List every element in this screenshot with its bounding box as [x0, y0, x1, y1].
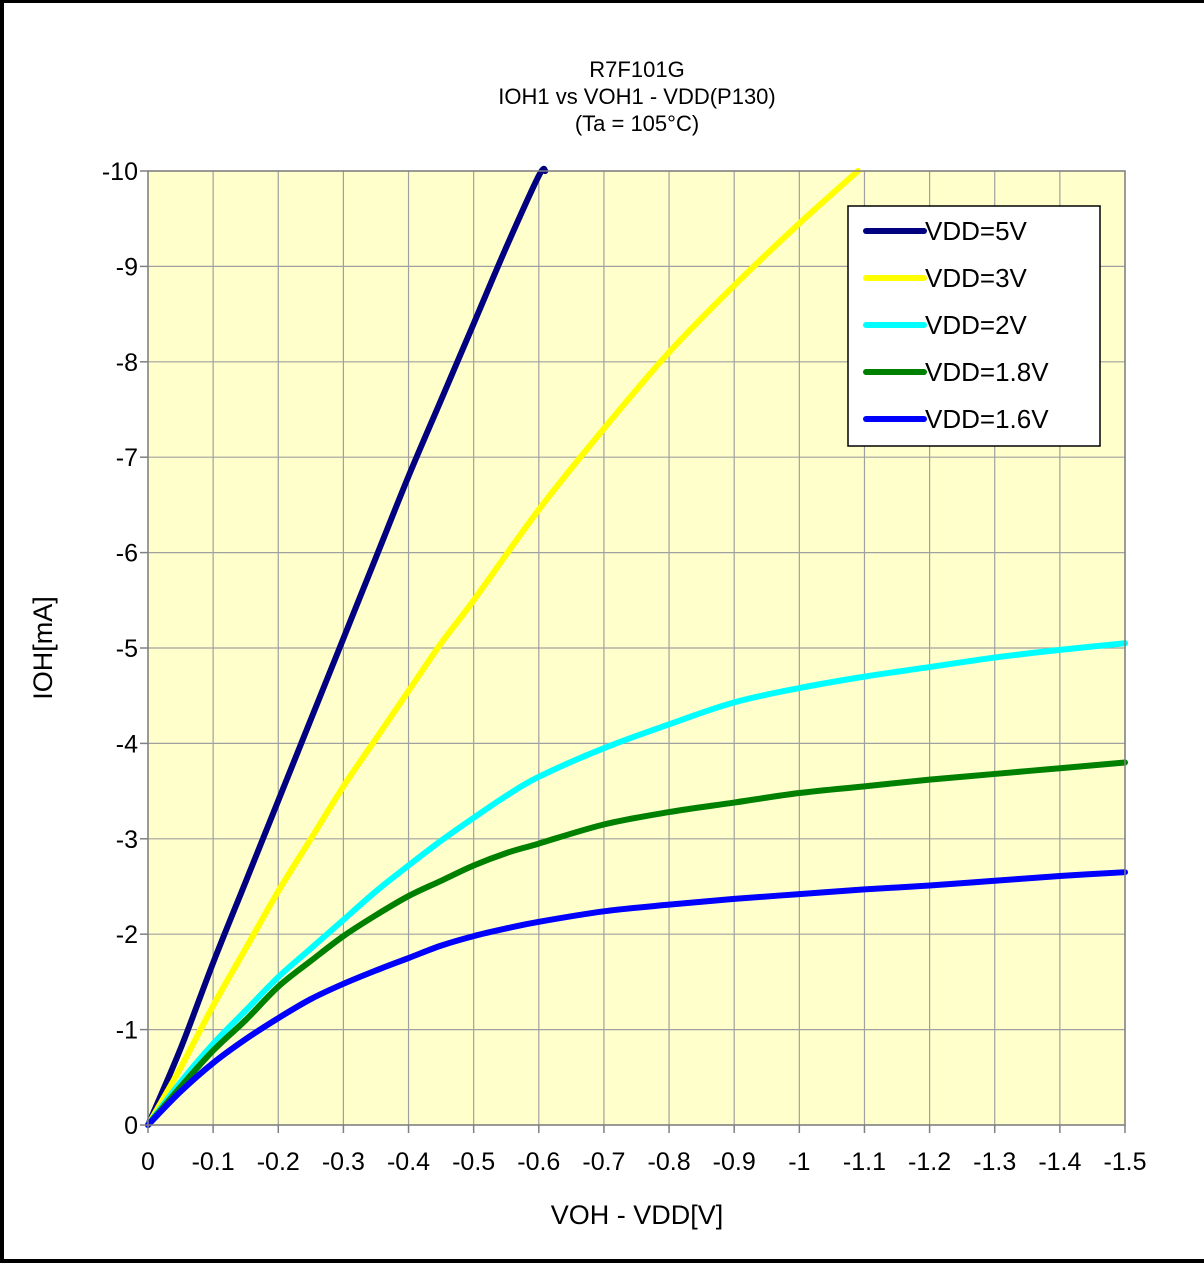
legend-label: VDD=1.8V	[925, 357, 1049, 387]
y-tick-label: -10	[102, 158, 138, 186]
chart-title-line-2: IOH1 vs VOH1 - VDD(P130)	[498, 84, 776, 109]
x-tick-label: 0	[141, 1148, 155, 1176]
x-tick-label: -0.4	[387, 1148, 430, 1176]
series-lines	[145, 165, 1128, 1128]
legend: VDD=5V VDD=3V VDD=2V VDD=1.8V VDD=1.6V	[847, 205, 1101, 447]
x-axis-label: VOH - VDD[V]	[551, 1200, 724, 1230]
x-tick-label: -0.7	[582, 1148, 625, 1176]
x-tick-label: -0.3	[322, 1148, 365, 1176]
x-tick-label: -0.1	[192, 1148, 235, 1176]
series-line-vdd-1-6v	[145, 869, 1128, 1128]
y-tick-label: -5	[116, 635, 138, 663]
y-axis-ticks: 0 -1 -2 -3 -4 -5 -6 -7 -8 -9 -10	[102, 158, 148, 1140]
x-tick-label: -1.4	[1038, 1148, 1081, 1176]
y-tick-label: 0	[124, 1112, 138, 1140]
x-tick-label: -1.2	[908, 1148, 951, 1176]
series-line-vdd-1-8v	[145, 759, 1128, 1128]
legend-label: VDD=2V	[925, 310, 1028, 340]
top-frame-line	[0, 0, 1204, 3]
y-tick-label: -1	[116, 1017, 138, 1045]
x-tick-label: -0.2	[257, 1148, 300, 1176]
series-line-vdd-3v	[145, 168, 861, 1128]
x-tick-label: -0.8	[648, 1148, 691, 1176]
x-tick-label: -1.3	[973, 1148, 1016, 1176]
y-tick-label: -9	[116, 253, 138, 281]
series-line-vdd-2v	[145, 640, 1128, 1128]
series-line-vdd-5v	[145, 165, 549, 1128]
x-axis-ticks: 0 -0.1 -0.2 -0.3 -0.4 -0.5 -0.6 -0.7 -0.8 -0.9 -1 -…	[141, 1125, 1147, 1176]
x-tick-label: -1.5	[1103, 1148, 1146, 1176]
x-tick-label: -0.5	[452, 1148, 495, 1176]
y-tick-label: -7	[116, 444, 138, 472]
x-tick-label: -0.9	[713, 1148, 756, 1176]
x-tick-label: -1	[788, 1148, 810, 1176]
chart-title-line-1: R7F101G	[589, 57, 684, 82]
y-tick-label: -2	[116, 921, 138, 949]
x-tick-label: -0.6	[517, 1148, 560, 1176]
legend-label: VDD=1.6V	[925, 404, 1049, 434]
chart-title-line-3: (Ta = 105°C)	[575, 111, 699, 136]
legend-label: VDD=3V	[925, 263, 1028, 293]
y-tick-label: -6	[116, 540, 138, 568]
chart-title: R7F101G IOH1 vs VOH1 - VDD(P130) (Ta = 1…	[498, 57, 776, 136]
y-tick-label: -4	[116, 730, 138, 758]
y-tick-label: -3	[116, 826, 138, 854]
y-tick-label: -8	[116, 349, 138, 377]
legend-label: VDD=5V	[925, 216, 1028, 246]
x-tick-label: -1.1	[843, 1148, 886, 1176]
y-axis-label: IOH[mA]	[28, 596, 58, 700]
